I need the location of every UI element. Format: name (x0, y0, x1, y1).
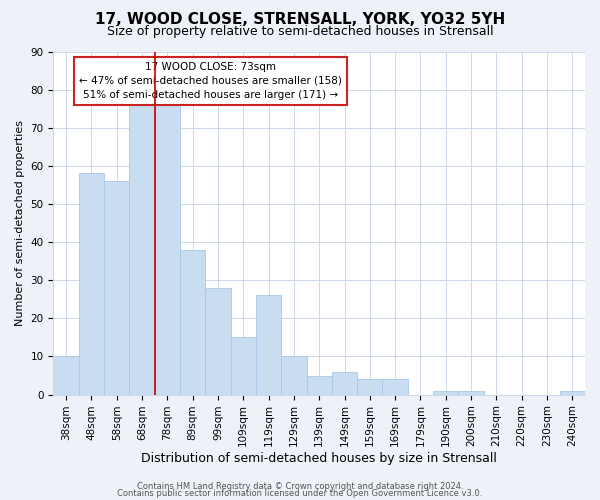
Text: 17 WOOD CLOSE: 73sqm
← 47% of semi-detached houses are smaller (158)
51% of semi: 17 WOOD CLOSE: 73sqm ← 47% of semi-detac… (79, 62, 341, 100)
Bar (458, 391, 484, 394)
Bar (332, 372, 357, 394)
Text: Size of property relative to semi-detached houses in Strensall: Size of property relative to semi-detach… (107, 25, 493, 38)
Bar (382, 380, 408, 394)
Bar (79, 174, 104, 394)
Bar (560, 391, 585, 394)
Bar (155, 105, 180, 395)
Text: Contains public sector information licensed under the Open Government Licence v3: Contains public sector information licen… (118, 490, 482, 498)
Bar (307, 376, 332, 394)
Bar (433, 391, 458, 394)
Bar (230, 338, 256, 394)
Bar (256, 296, 281, 394)
Y-axis label: Number of semi-detached properties: Number of semi-detached properties (15, 120, 25, 326)
Bar (130, 105, 155, 395)
Bar (104, 181, 130, 394)
Text: 17, WOOD CLOSE, STRENSALL, YORK, YO32 5YH: 17, WOOD CLOSE, STRENSALL, YORK, YO32 5Y… (95, 12, 505, 28)
X-axis label: Distribution of semi-detached houses by size in Strensall: Distribution of semi-detached houses by … (141, 452, 497, 465)
Bar (281, 356, 307, 395)
Bar (357, 380, 382, 394)
Bar (180, 250, 205, 394)
Bar (205, 288, 230, 395)
Bar (53, 356, 79, 395)
Text: Contains HM Land Registry data © Crown copyright and database right 2024.: Contains HM Land Registry data © Crown c… (137, 482, 463, 491)
